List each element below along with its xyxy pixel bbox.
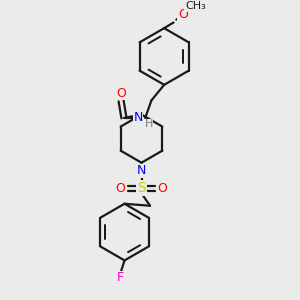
Text: O: O <box>178 8 188 21</box>
Text: S: S <box>137 181 146 195</box>
Text: N: N <box>137 164 146 177</box>
Text: O: O <box>117 86 127 100</box>
Text: N: N <box>134 112 143 124</box>
Text: CH₃: CH₃ <box>185 2 206 11</box>
Text: O: O <box>158 182 167 195</box>
Text: O: O <box>116 182 125 195</box>
Text: F: F <box>117 272 124 284</box>
Text: H: H <box>144 119 153 129</box>
